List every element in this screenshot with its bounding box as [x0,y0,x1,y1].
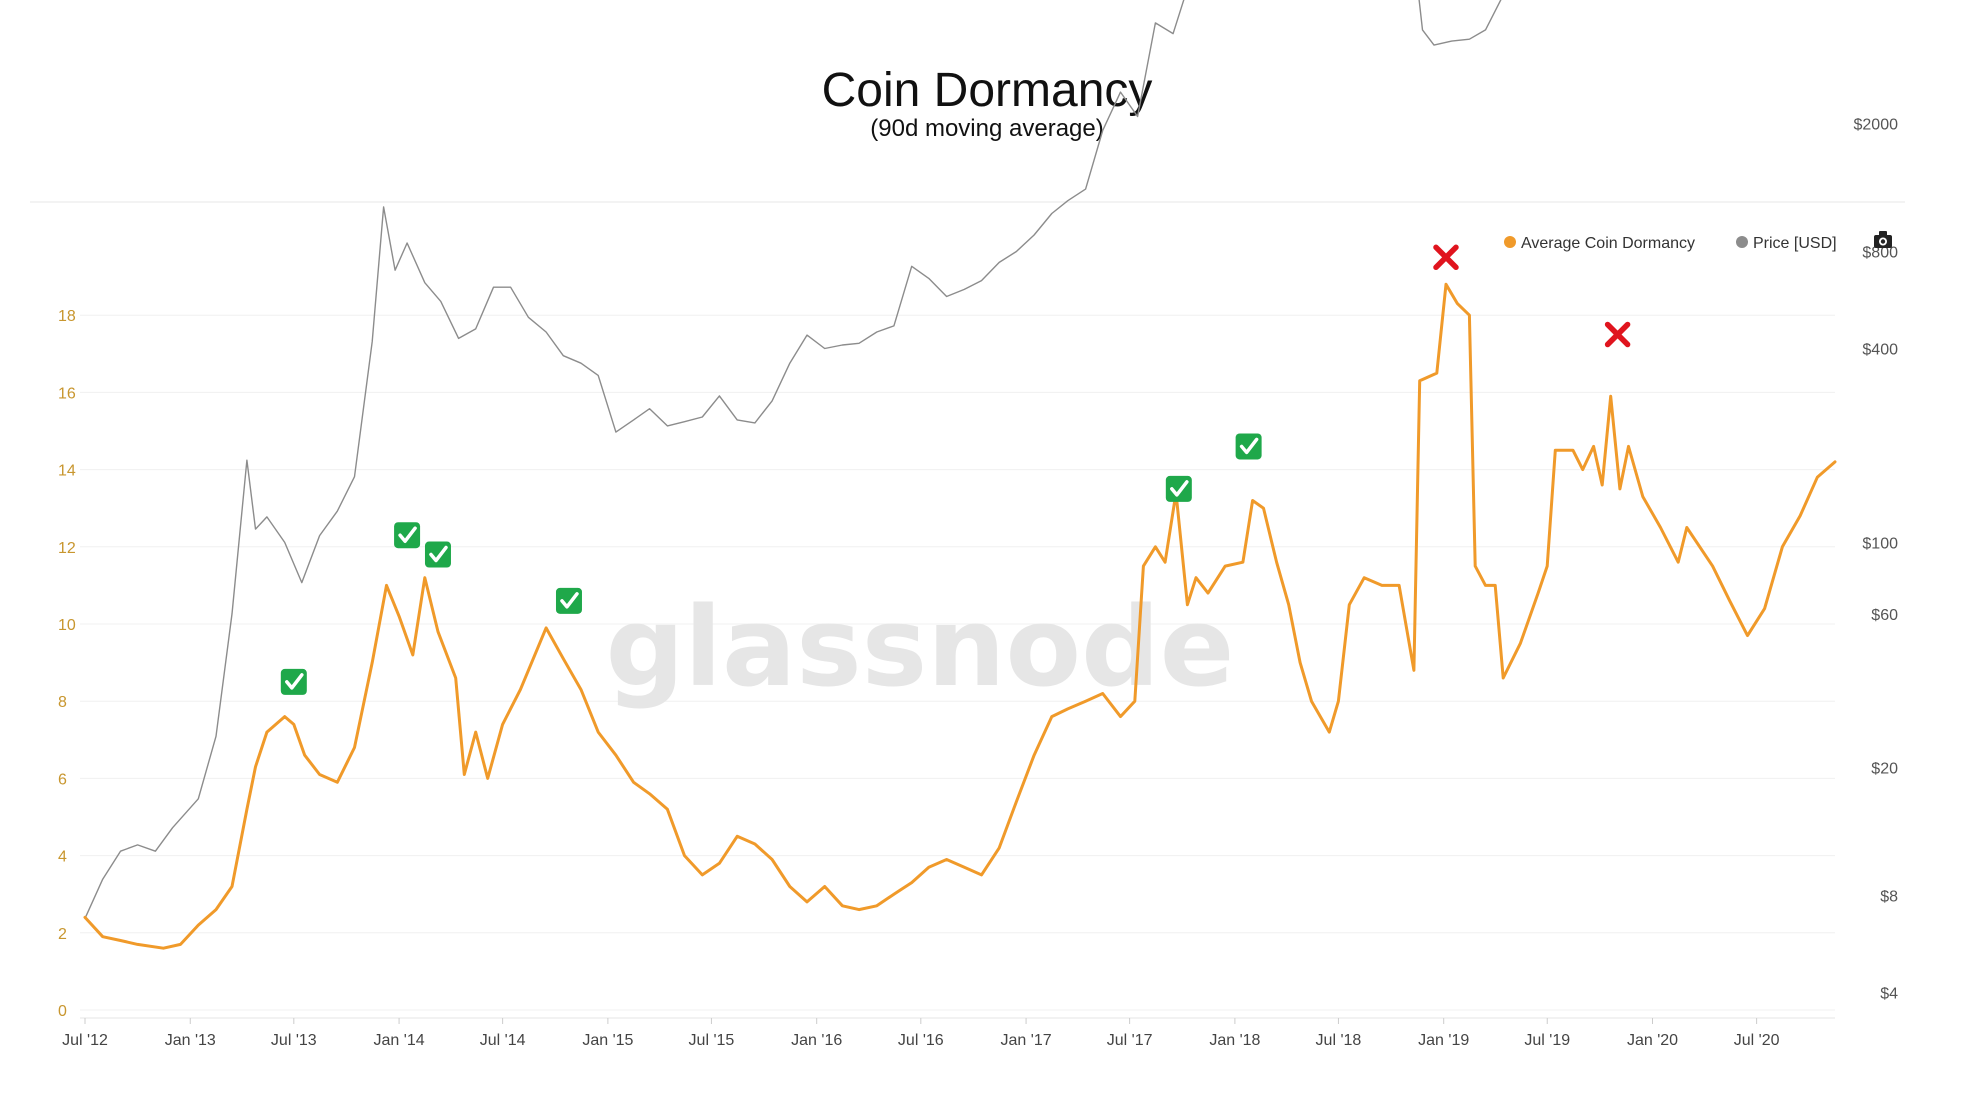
right-tick-label: $20 [1871,761,1898,778]
x-axis-ticks: Jul '12 Jan '13 Jul '13 Jan '14 Jul '14 Jan '… [62,1018,1780,1049]
right-tick-label: $4 [1880,986,1898,1003]
x-tick-label: Jan '19 [1418,1032,1469,1049]
left-tick-label: 14 [58,463,76,480]
legend-label-dormancy: Average Coin Dormancy [1521,235,1695,252]
legend: Average Coin Dormancy Price [USD] [1504,235,1837,252]
left-tick-label: 2 [58,926,67,943]
check-mark-icon [555,587,582,614]
chart-subtitle: (90d moving average) [870,115,1103,142]
left-tick-label: 4 [58,849,67,866]
x-tick-label: Jul '18 [1316,1032,1362,1049]
x-tick-label: Jan '14 [374,1032,425,1049]
right-tick-label: $60 [1871,607,1898,624]
x-tick-label: Jul '17 [1107,1032,1153,1049]
x-tick-label: Jan '13 [165,1032,216,1049]
right-tick-label: $100 [1862,535,1898,552]
legend-item-price[interactable]: Price [USD] [1736,235,1837,252]
x-tick-label: Jul '13 [271,1032,317,1049]
chart-title: Coin Dormancy [822,64,1153,117]
camera-icon[interactable] [1874,231,1892,248]
left-tick-label: 18 [58,308,76,325]
legend-item-dormancy[interactable]: Average Coin Dormancy [1504,235,1695,252]
x-tick-label: Jan '20 [1627,1032,1678,1049]
annotations [280,244,1631,695]
right-tick-label: $8 [1880,889,1898,906]
x-tick-label: Jul '19 [1524,1032,1570,1049]
left-tick-label: 10 [58,617,76,634]
cross-mark-icon [1433,244,1459,271]
cross-mark-icon [1604,321,1631,348]
series-layer [83,0,1837,950]
dormancy-series-line [83,282,1837,950]
right-tick-label: $800 [1862,245,1898,262]
check-mark-icon [280,668,307,695]
glassnode-watermark: glassnode [606,583,1235,711]
x-tick-label: Jan '15 [582,1032,633,1049]
right-tick-label: $2000 [1854,116,1899,133]
check-mark-icon [424,541,451,568]
legend-swatch-price [1736,236,1748,248]
right-tick-label: $400 [1862,341,1898,358]
check-mark-icon [1235,433,1262,460]
left-tick-label: 12 [58,540,76,557]
grid [80,314,1835,1019]
x-tick-label: Jul '14 [480,1032,526,1049]
x-tick-label: Jul '15 [689,1032,735,1049]
x-tick-label: Jul '16 [898,1032,944,1049]
x-tick-label: Jan '18 [1209,1032,1260,1049]
left-axis-ticks: 0 2 4 6 8 10 12 14 16 18 [58,308,76,1020]
x-tick-label: Jul '12 [62,1032,108,1049]
right-axis-ticks: $4$8$20$60$100$400$800$2000$6000$10000 [1854,116,1899,1003]
left-tick-label: 8 [58,694,67,711]
x-tick-label: Jul '20 [1734,1032,1780,1049]
x-tick-label: Jan '16 [791,1032,842,1049]
legend-swatch-dormancy [1504,236,1516,248]
x-tick-label: Jan '17 [1001,1032,1052,1049]
check-mark-icon [1165,475,1192,502]
left-tick-label: 0 [58,1003,67,1020]
legend-label-price: Price [USD] [1753,235,1837,252]
check-mark-icon [394,522,421,549]
left-tick-label: 16 [58,385,76,402]
price-series-line [84,0,1502,920]
left-tick-label: 6 [58,771,67,788]
